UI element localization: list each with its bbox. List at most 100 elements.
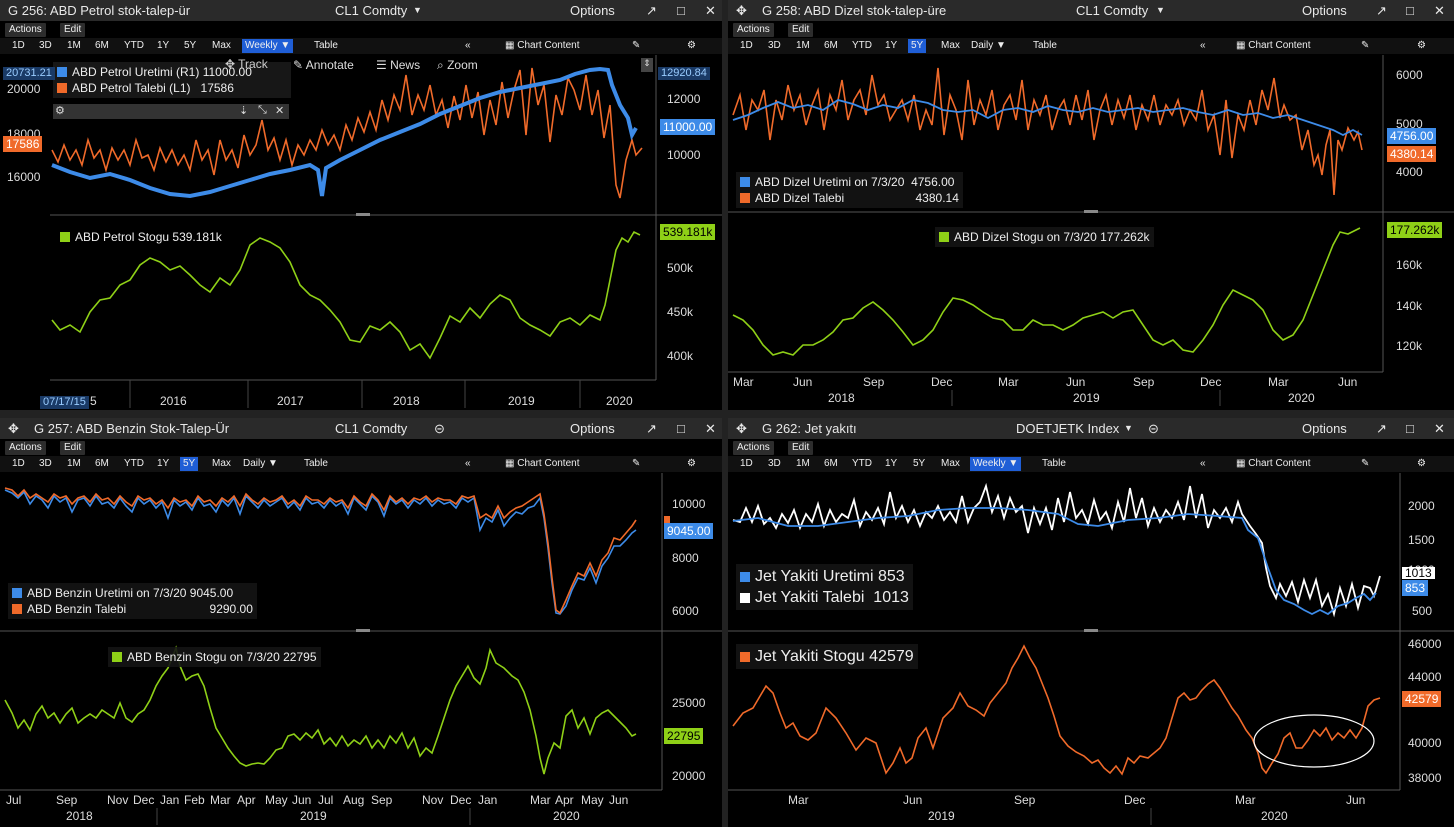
edit-menu[interactable]: Edit — [788, 23, 814, 37]
frequency-select[interactable]: Daily ▼ — [971, 40, 1006, 51]
chart-content-button[interactable]: ▦ Chart Content — [505, 458, 580, 469]
range-1d[interactable]: 1D — [740, 458, 753, 469]
popout-icon[interactable]: ↗ — [1376, 421, 1387, 436]
range-1m[interactable]: 1M — [796, 40, 810, 51]
legend-bottom[interactable]: Jet Yakiti Stogu 42579 — [736, 644, 918, 669]
crosshair-icon[interactable]: ✥ — [736, 421, 747, 436]
annotate-tool[interactable]: ✎ Annotate — [293, 58, 354, 72]
edit-menu[interactable]: Edit — [60, 23, 86, 37]
options-menu[interactable]: Options — [570, 3, 615, 18]
range-1y[interactable]: 1Y — [157, 458, 170, 469]
range-5y[interactable]: 5Y — [908, 39, 927, 53]
scroll-icon[interactable]: ⇕ — [641, 58, 653, 72]
gear-icon[interactable]: ⚙ — [687, 40, 696, 51]
range-3d[interactable]: 3D — [768, 458, 781, 469]
chart-content-button[interactable]: ▦ Chart Content — [505, 40, 580, 51]
actions-menu[interactable]: Actions — [5, 441, 46, 455]
track-tool[interactable]: ✥ Track — [225, 57, 268, 71]
range-3d[interactable]: 3D — [768, 40, 781, 51]
link-icon[interactable]: ⊝ — [1148, 421, 1159, 436]
frequency-select[interactable]: Weekly ▼ — [970, 457, 1022, 471]
edit-menu[interactable]: Edit — [60, 441, 86, 455]
range-ytd[interactable]: YTD — [124, 40, 144, 51]
table-button[interactable]: Table — [1042, 458, 1066, 469]
range-1y[interactable]: 1Y — [885, 40, 898, 51]
close-icon[interactable]: ✕ — [705, 3, 716, 18]
range-1y[interactable]: 1Y — [157, 40, 170, 51]
range-6m[interactable]: 6M — [824, 40, 838, 51]
collapse-icon[interactable]: « — [1200, 40, 1206, 51]
ticker-select[interactable]: DOETJETK Index — [1016, 421, 1120, 436]
options-menu[interactable]: Options — [1302, 421, 1347, 436]
maximize-icon[interactable]: □ — [677, 421, 685, 436]
news-tool[interactable]: ☰ News — [376, 58, 421, 72]
legend-bottom[interactable]: ABD Petrol Stogu 539.181k — [56, 227, 226, 247]
legend-top[interactable]: ABD Benzin Uretimi on 7/3/20 9045.00 ABD… — [8, 583, 257, 619]
edit-chart-icon[interactable]: ✎ — [632, 458, 641, 469]
table-button[interactable]: Table — [304, 458, 328, 469]
legend-bottom[interactable]: ABD Dizel Stogu on 7/3/20 177.262k — [935, 227, 1154, 247]
chart-g262[interactable] — [728, 418, 1454, 827]
crosshair-icon[interactable]: ✥ — [8, 421, 19, 436]
gear-icon[interactable]: ⚙ — [55, 105, 65, 117]
gear-icon[interactable]: ⚙ — [1417, 458, 1426, 469]
legend-top[interactable]: ABD Dizel Uretimi on 7/3/20 4756.00 ABD … — [736, 172, 963, 208]
range-max[interactable]: Max — [212, 40, 231, 51]
range-ytd[interactable]: YTD — [852, 458, 872, 469]
chart-content-button[interactable]: ▦ Chart Content — [1236, 458, 1311, 469]
pin-icon[interactable]: ⇣ — [239, 105, 249, 117]
actions-menu[interactable]: Actions — [733, 23, 774, 37]
range-1y[interactable]: 1Y — [885, 458, 898, 469]
range-max[interactable]: Max — [212, 458, 231, 469]
chevron-down-icon[interactable]: ▼ — [1156, 5, 1165, 15]
legend-top[interactable]: ABD Petrol Uretimi (R1) 11000.00 ABD Pet… — [53, 62, 291, 98]
range-max[interactable]: Max — [941, 40, 960, 51]
range-ytd[interactable]: YTD — [852, 40, 872, 51]
chart-g257[interactable] — [0, 418, 722, 827]
range-1d[interactable]: 1D — [12, 458, 25, 469]
options-menu[interactable]: Options — [1302, 3, 1347, 18]
actions-menu[interactable]: Actions — [5, 23, 46, 37]
range-1m[interactable]: 1M — [67, 458, 81, 469]
range-max[interactable]: Max — [941, 458, 960, 469]
chevron-down-icon[interactable]: ▼ — [1124, 423, 1133, 433]
edit-menu[interactable]: Edit — [788, 441, 814, 455]
range-3d[interactable]: 3D — [39, 458, 52, 469]
frequency-select[interactable]: Daily ▼ — [243, 458, 278, 469]
ticker-select[interactable]: CL1 Comdty — [335, 3, 408, 18]
range-3d[interactable]: 3D — [39, 40, 52, 51]
range-1m[interactable]: 1M — [67, 40, 81, 51]
edit-chart-icon[interactable]: ✎ — [632, 40, 641, 51]
crosshair-icon[interactable]: ✥ — [736, 3, 747, 18]
range-6m[interactable]: 6M — [95, 40, 109, 51]
range-5y[interactable]: 5Y — [180, 457, 199, 471]
range-5y[interactable]: 5Y — [913, 458, 926, 469]
zoom-tool[interactable]: ⌕ Zoom — [437, 58, 478, 72]
edit-chart-icon[interactable]: ✎ — [1361, 40, 1370, 51]
chart-content-button[interactable]: ▦ Chart Content — [1236, 40, 1311, 51]
ticker-select[interactable]: CL1 Comdty — [335, 421, 408, 436]
popout-icon[interactable]: ↗ — [646, 3, 657, 18]
table-button[interactable]: Table — [1033, 40, 1057, 51]
ticker-select[interactable]: CL1 Comdty — [1076, 3, 1149, 18]
collapse-icon[interactable]: « — [465, 458, 471, 469]
maximize-icon[interactable]: □ — [1406, 421, 1414, 436]
resize-icon[interactable]: ⤡ — [258, 104, 267, 116]
chart-g256[interactable] — [0, 0, 722, 410]
range-1d[interactable]: 1D — [12, 40, 25, 51]
chevron-down-icon[interactable]: ▼ — [413, 5, 422, 15]
range-6m[interactable]: 6M — [95, 458, 109, 469]
close-icon[interactable]: ✕ — [1434, 421, 1445, 436]
gear-icon[interactable]: ⚙ — [1417, 40, 1426, 51]
chart-g258[interactable] — [728, 0, 1454, 410]
link-icon[interactable]: ⊝ — [434, 421, 445, 436]
range-6m[interactable]: 6M — [824, 458, 838, 469]
frequency-select[interactable]: Weekly ▼ — [242, 39, 294, 53]
popout-icon[interactable]: ↗ — [646, 421, 657, 436]
range-1d[interactable]: 1D — [740, 40, 753, 51]
table-button[interactable]: Table — [314, 40, 338, 51]
range-ytd[interactable]: YTD — [124, 458, 144, 469]
close-icon[interactable]: ✕ — [275, 105, 285, 117]
maximize-icon[interactable]: □ — [677, 3, 685, 18]
options-menu[interactable]: Options — [570, 421, 615, 436]
